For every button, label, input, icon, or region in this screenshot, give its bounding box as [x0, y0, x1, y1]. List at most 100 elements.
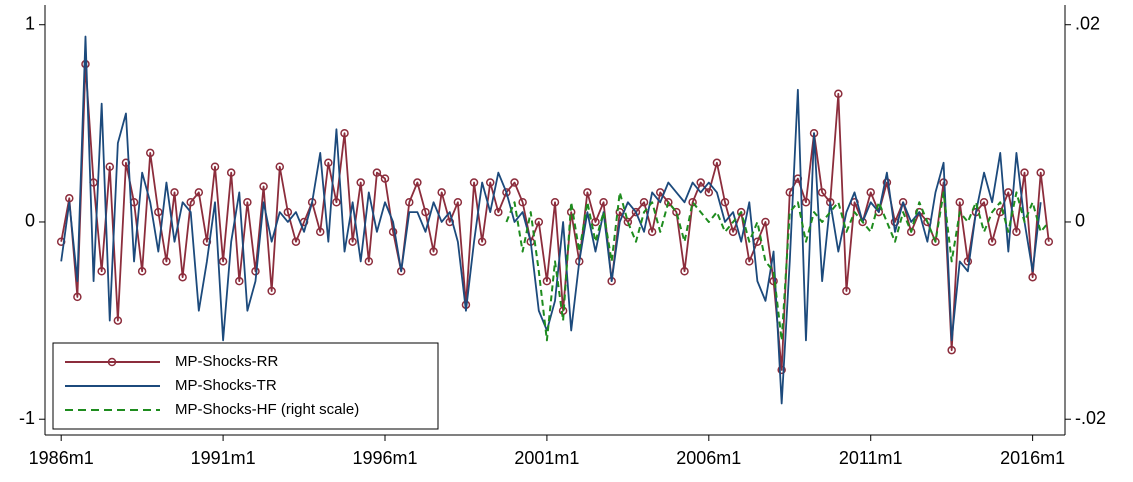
x-tick-label: 2006m1	[676, 448, 741, 468]
series-marker	[898, 197, 908, 207]
series-marker	[340, 128, 349, 138]
series-marker	[137, 267, 147, 276]
series-marker	[105, 162, 115, 171]
x-tick-label: 1986m1	[29, 448, 94, 468]
x-tick-label: 2001m1	[514, 448, 579, 468]
series-marker	[777, 365, 786, 375]
series-marker	[712, 158, 722, 168]
y2-tick-label: -.02	[1075, 408, 1106, 428]
series-marker	[842, 286, 851, 296]
series-line	[505, 191, 1050, 342]
series-marker	[235, 276, 244, 286]
series-marker	[283, 207, 293, 217]
legend-label: MP-Shocks-HF (right scale)	[175, 401, 359, 418]
series-marker	[154, 207, 163, 217]
series-marker	[1004, 188, 1013, 197]
series-marker	[583, 188, 592, 197]
series-marker	[421, 207, 430, 217]
series-line	[60, 63, 1050, 371]
series-marker	[145, 148, 155, 158]
series-marker	[324, 158, 333, 168]
series-line	[60, 35, 1042, 405]
series-marker	[502, 188, 511, 197]
x-tick-label: 1996m1	[352, 448, 417, 468]
series-marker	[987, 237, 997, 246]
series-marker	[259, 182, 268, 191]
series-marker	[834, 89, 843, 99]
series-marker	[186, 197, 195, 207]
series-marker	[680, 267, 689, 276]
series-marker	[542, 276, 552, 286]
series-marker	[291, 237, 301, 246]
series-marker	[97, 267, 106, 276]
series-marker	[1020, 168, 1029, 177]
series-marker	[380, 174, 390, 183]
series-marker	[534, 217, 544, 227]
series-marker	[170, 188, 179, 197]
legend-label: MP-Shocks-RR	[175, 353, 279, 370]
series-marker	[113, 316, 123, 325]
y2-tick-label: 0	[1075, 211, 1085, 231]
series-marker	[1036, 168, 1045, 177]
series-marker	[453, 197, 463, 207]
series-marker	[947, 345, 956, 355]
series-marker	[728, 227, 738, 237]
series-marker	[979, 197, 989, 207]
y-tick-label: 0	[25, 211, 35, 231]
series-marker	[348, 237, 357, 246]
series-marker	[639, 197, 649, 207]
series-marker	[275, 162, 285, 171]
series-marker	[817, 188, 827, 197]
series-marker	[315, 227, 325, 237]
series-marker	[623, 217, 633, 227]
series-marker	[931, 237, 940, 246]
series-marker	[631, 207, 641, 217]
x-tick-label: 2016m1	[1000, 448, 1065, 468]
series-marker	[696, 178, 705, 187]
series-marker	[485, 178, 495, 187]
series-marker	[356, 178, 365, 187]
x-tick-label: 2011m1	[839, 448, 903, 468]
series-marker	[801, 197, 811, 207]
series-marker	[510, 178, 519, 187]
series-marker	[73, 292, 82, 302]
series-marker	[1044, 237, 1054, 246]
legend-label: MP-Shocks-TR	[175, 377, 277, 394]
series-marker	[1028, 272, 1037, 282]
series-marker	[866, 188, 875, 197]
series-marker	[955, 197, 965, 207]
series-marker	[413, 178, 422, 187]
series-marker	[226, 168, 236, 177]
series-marker	[1012, 227, 1021, 237]
series-marker	[761, 217, 770, 227]
series-marker	[518, 197, 527, 207]
series-marker	[218, 257, 228, 266]
series-marker	[599, 197, 608, 207]
y-tick-label: -1	[19, 408, 35, 428]
series-marker	[437, 188, 446, 197]
series-marker	[372, 168, 382, 177]
series-marker	[494, 207, 503, 217]
series-marker	[736, 207, 746, 217]
series-marker	[429, 247, 438, 256]
series-marker	[405, 197, 414, 207]
y-tick-label: 1	[25, 13, 35, 33]
series-marker	[858, 217, 867, 227]
series-marker	[745, 257, 754, 266]
y2-tick-label: .02	[1075, 13, 1100, 33]
series-marker	[267, 286, 276, 296]
series-marker	[704, 188, 714, 197]
legend-marker	[107, 357, 117, 367]
series-marker	[591, 217, 600, 227]
legend: MP-Shocks-RR MP-Shocks-TR MP-Shocks-HF (ri…	[52, 342, 439, 430]
series-marker	[178, 272, 187, 282]
x-tick-label: 1991m1	[191, 448, 256, 468]
series-marker	[332, 197, 341, 207]
series-marker	[477, 237, 487, 246]
series-marker	[388, 227, 398, 237]
series-marker	[647, 227, 657, 237]
series-marker	[364, 257, 374, 266]
series-marker	[162, 257, 171, 266]
